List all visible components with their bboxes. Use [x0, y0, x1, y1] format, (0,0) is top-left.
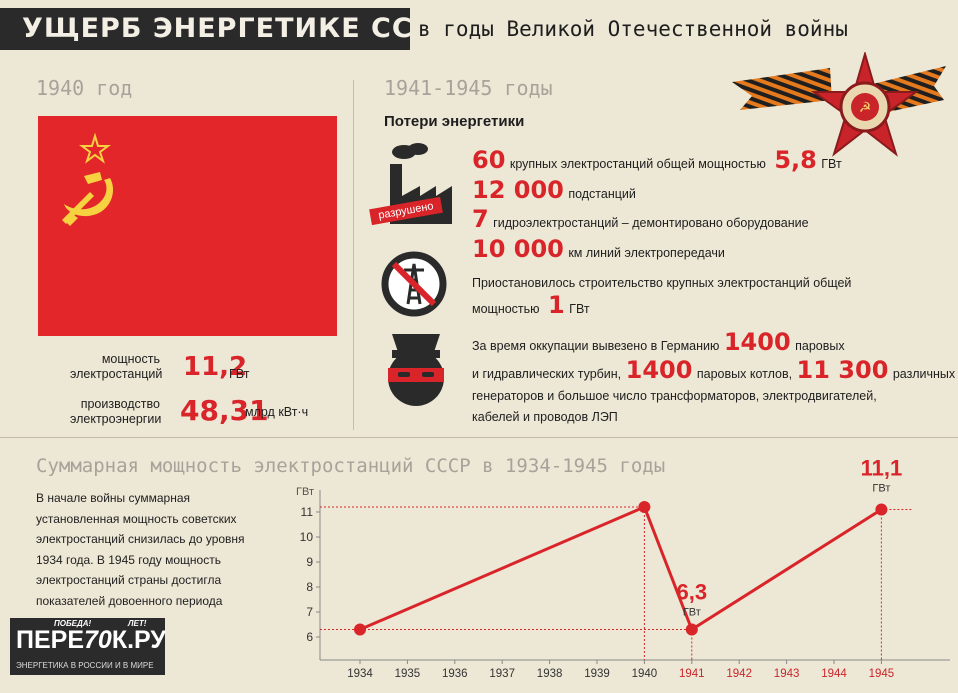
- period-heading: 1941-1945 годы: [384, 76, 553, 100]
- data-point-1940: [638, 501, 651, 513]
- main-subtitle: в годы Великой Отечественной войны: [418, 17, 848, 41]
- y-axis-label: ГВт: [296, 486, 314, 498]
- capacity-value: 11,2: [183, 352, 248, 382]
- loss-row-2: 12 000 подстанций: [472, 176, 636, 204]
- x-tick-label: 1943: [774, 668, 800, 680]
- construction-line-2: мощностью 1 ГВт: [472, 291, 590, 319]
- x-tick-label: 1942: [726, 668, 752, 680]
- x-tick-label: 1941: [679, 668, 705, 680]
- y-tick-label: 10: [300, 530, 314, 544]
- x-tick-label: 1945: [869, 668, 895, 680]
- x-tick-label: 1937: [489, 668, 515, 680]
- main-title: УЩЕРБ ЭНЕРГЕТИКЕ СССР: [0, 8, 410, 50]
- robber-icon: [382, 330, 450, 412]
- svg-text:☭: ☭: [859, 99, 872, 115]
- capacity-label: мощность электростанций: [70, 352, 163, 381]
- data-point-1934: [354, 623, 366, 636]
- x-tick-label: 1939: [584, 668, 610, 680]
- y-tick-label: 7: [306, 605, 313, 619]
- ussr-flag: [38, 116, 337, 336]
- star-icon: [79, 132, 111, 164]
- x-tick-label: 1936: [442, 668, 468, 680]
- annotation-unit: ГВт: [872, 483, 890, 495]
- y-tick-label: 8: [306, 580, 313, 594]
- chart-description: В начале войны суммарная установленная м…: [36, 491, 245, 608]
- occupation-line-3: генераторов и большое число трансформато…: [472, 389, 877, 403]
- annotation-value: 11,1: [861, 456, 903, 481]
- x-tick-label: 1944: [821, 668, 847, 680]
- loss-row-3: 7 гидроэлектростанций – демонтировано об…: [472, 205, 809, 233]
- y-tick-label: 6: [306, 630, 313, 644]
- vertical-divider: [353, 80, 354, 430]
- y-tick-label: 9: [306, 555, 313, 569]
- loss-row-4: 10 000 км линий электропередачи: [472, 235, 725, 263]
- pere70k-logo: ПОБЕДА! ЛЕТ! ПЕРЕ70К.РУ ЭНЕРГЕТИКА В РОС…: [10, 618, 166, 675]
- construction-line-1: Приостановилось строительство крупных эл…: [472, 276, 852, 290]
- losses-subtitle: Потери энергетики: [384, 113, 525, 130]
- order-star-icon: ☭: [808, 50, 923, 167]
- series-line: [359, 505, 883, 631]
- occupation-line-2: и гидравлических турбин, 1400 паровых ко…: [472, 356, 956, 384]
- occupation-line-4: кабелей и проводов ЛЭП: [472, 410, 618, 424]
- loss-row-1: 60 крупных электростанций общей мощность…: [472, 146, 842, 174]
- capacity-line-chart: ГВт 6 7 8 9 10 11 1934 1935 1936 1937 1938 1939 1940 1…: [296, 456, 950, 680]
- production-unit: млрд кВт·ч: [245, 405, 309, 419]
- annotation-value: 6,3: [677, 580, 708, 605]
- y-tick-label: 11: [301, 505, 314, 519]
- capacity-unit: ГВт: [229, 367, 250, 381]
- production-label: производство электроэнергии: [70, 397, 162, 426]
- year-1940-heading: 1940 год: [36, 76, 133, 100]
- x-tick-label: 1934: [347, 668, 373, 680]
- horizontal-divider: [0, 437, 958, 438]
- occupation-line-1: За время оккупации вывезено в Германию 1…: [472, 328, 845, 356]
- x-tick-label: 1935: [395, 668, 421, 680]
- hammer-sickle-icon: [62, 172, 114, 226]
- annotation-unit: ГВт: [683, 607, 701, 619]
- no-tower-icon: [380, 250, 448, 318]
- data-point-1941: [685, 623, 698, 636]
- x-tick-label: 1938: [537, 668, 563, 680]
- x-tick-label: 1940: [632, 668, 658, 680]
- production-value: 48,31: [180, 394, 269, 427]
- data-point-1945: [875, 503, 888, 516]
- chart-title: Суммарная мощность электростанций СССР в…: [36, 455, 666, 477]
